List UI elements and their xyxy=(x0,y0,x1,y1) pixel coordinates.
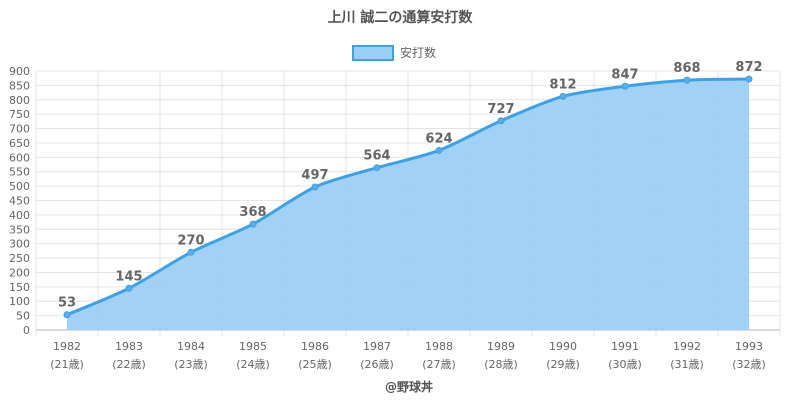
x-tick-label: 1987 xyxy=(363,340,391,353)
data-point xyxy=(249,220,257,228)
y-tick-label: 450 xyxy=(9,195,30,208)
data-point xyxy=(745,75,753,83)
y-tick-label: 350 xyxy=(9,223,30,236)
series-layer: 53 145 270 368 497 564 624 727 812 847 868 872 xyxy=(58,60,763,331)
x-age-label: (24歳) xyxy=(236,358,270,371)
data-label: 270 xyxy=(177,233,204,248)
data-point xyxy=(373,164,381,172)
x-axis: 1982 (21歳) 1983 (22歳) 1984 (23歳) 1985 (24歳) 1986… xyxy=(36,329,780,371)
y-tick-label: 700 xyxy=(9,123,30,136)
data-label: 564 xyxy=(363,149,390,164)
data-label: 53 xyxy=(58,296,76,311)
y-tick-label: 500 xyxy=(9,180,30,193)
data-label: 497 xyxy=(301,168,328,183)
data-label: 368 xyxy=(239,205,266,220)
y-tick-label: 300 xyxy=(9,238,30,251)
y-tick-label: 0 xyxy=(23,324,30,337)
y-tick-label: 750 xyxy=(9,108,30,121)
legend[interactable]: 安打数 xyxy=(352,45,436,61)
x-age-label: (32歳) xyxy=(732,358,766,371)
data-point xyxy=(63,311,71,319)
y-tick-label: 100 xyxy=(9,295,30,308)
y-axis: 0501001502002503003504004505005506006507… xyxy=(9,65,30,337)
x-age-label: (25歳) xyxy=(298,358,332,371)
x-tick-label: 1989 xyxy=(487,340,515,353)
data-point xyxy=(621,82,629,90)
x-tick-label: 1985 xyxy=(239,340,267,353)
y-tick-label: 900 xyxy=(9,65,30,78)
y-tick-label: 50 xyxy=(16,310,30,323)
data-point xyxy=(125,284,133,292)
data-point xyxy=(683,76,691,84)
x-tick-label: 1983 xyxy=(115,340,143,353)
chart-title: 上川 誠二の通算安打数 xyxy=(328,9,474,26)
y-tick-label: 650 xyxy=(9,137,30,150)
data-label: 872 xyxy=(735,60,762,75)
x-tick-label: 1993 xyxy=(735,340,763,353)
x-age-label: (27歳) xyxy=(422,358,456,371)
x-age-label: (26歳) xyxy=(360,358,394,371)
y-tick-label: 400 xyxy=(9,209,30,222)
x-tick-label: 1984 xyxy=(177,340,205,353)
data-point xyxy=(435,146,443,154)
data-point xyxy=(187,248,195,256)
data-label: 727 xyxy=(487,102,514,117)
legend-swatch xyxy=(352,45,394,61)
series-area xyxy=(67,79,749,331)
y-tick-label: 600 xyxy=(9,151,30,164)
data-point xyxy=(311,183,319,191)
data-point xyxy=(559,92,567,100)
x-age-label: (22歳) xyxy=(112,358,146,371)
data-point xyxy=(497,117,505,125)
data-label: 847 xyxy=(611,67,638,82)
x-age-label: (30歳) xyxy=(608,358,642,371)
y-tick-label: 550 xyxy=(9,166,30,179)
legend-label: 安打数 xyxy=(400,45,436,60)
x-tick-label: 1982 xyxy=(53,340,81,353)
x-tick-label: 1990 xyxy=(549,340,577,353)
x-tick-label: 1988 xyxy=(425,340,453,353)
data-label: 624 xyxy=(425,131,452,146)
y-tick-label: 250 xyxy=(9,252,30,265)
y-tick-label: 200 xyxy=(9,266,30,279)
data-label: 145 xyxy=(115,269,142,284)
x-age-label: (29歳) xyxy=(546,358,580,371)
credit-label: @野球丼 xyxy=(385,379,433,394)
x-age-label: (28歳) xyxy=(484,358,518,371)
y-tick-label: 150 xyxy=(9,281,30,294)
y-tick-label: 800 xyxy=(9,94,30,107)
data-label: 812 xyxy=(549,77,576,92)
x-age-label: (31歳) xyxy=(670,358,704,371)
data-label: 868 xyxy=(673,61,700,76)
y-tick-label: 850 xyxy=(9,79,30,92)
x-tick-label: 1986 xyxy=(301,340,329,353)
x-age-label: (23歳) xyxy=(174,358,208,371)
x-tick-label: 1992 xyxy=(673,340,701,353)
x-age-label: (21歳) xyxy=(50,358,84,371)
x-tick-label: 1991 xyxy=(611,340,639,353)
